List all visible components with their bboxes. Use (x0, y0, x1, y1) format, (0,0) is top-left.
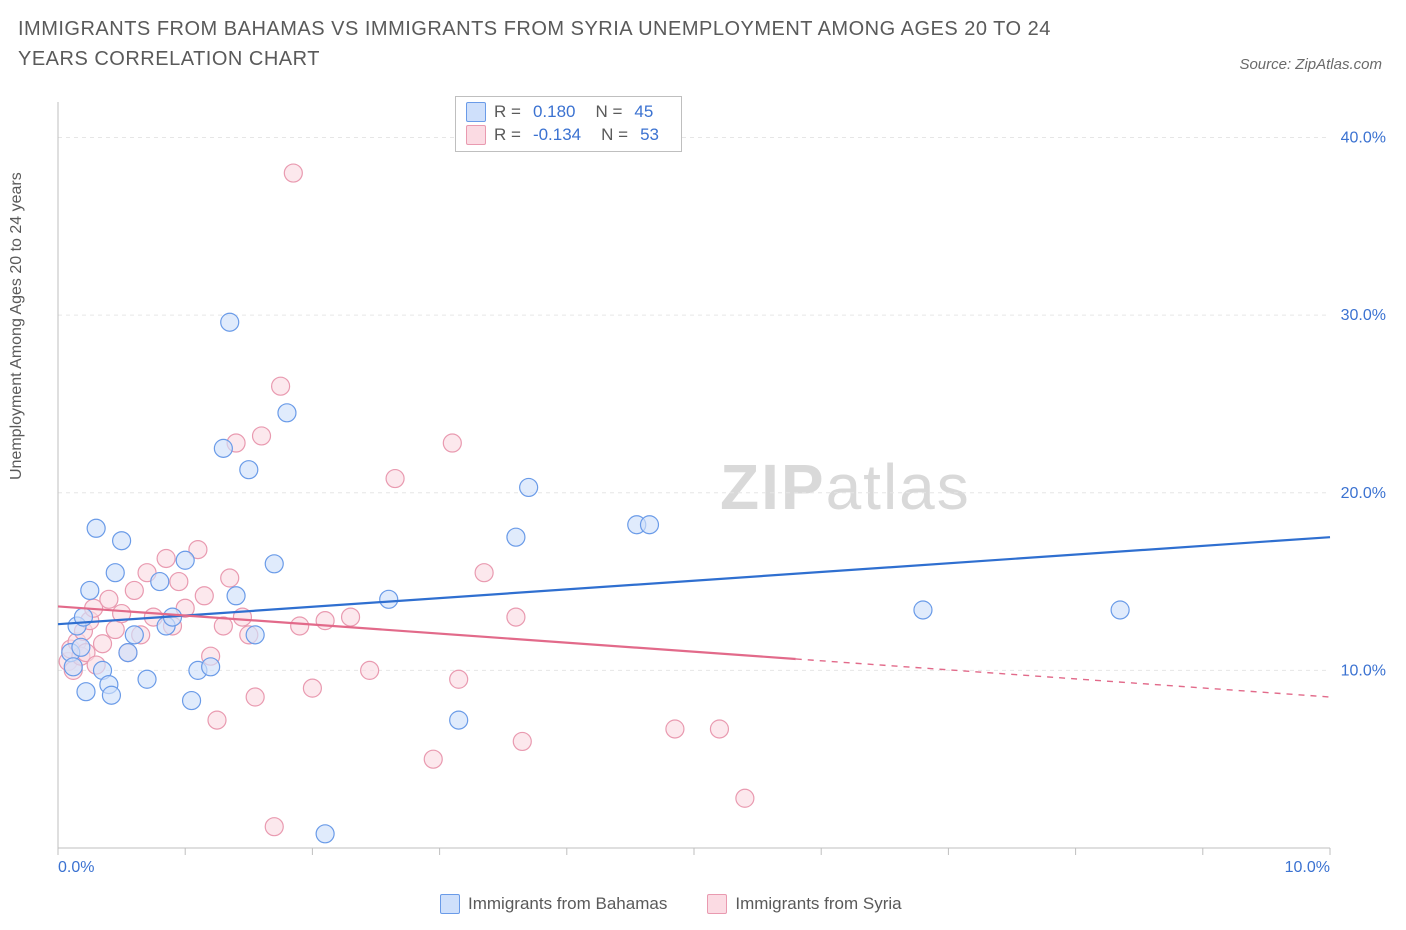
plot-area: 10.0% 20.0% 30.0% 40.0% 0.0% 10.0% (56, 98, 1390, 878)
legend-label-bahamas: Immigrants from Bahamas (468, 894, 667, 914)
chart-container: IMMIGRANTS FROM BAHAMAS VS IMMIGRANTS FR… (0, 0, 1406, 930)
r-value-syria: -0.134 (529, 124, 593, 147)
stats-row-bahamas: R = 0.180 N = 45 (466, 101, 671, 124)
legend-label-syria: Immigrants from Syria (735, 894, 901, 914)
series-legend: Immigrants from Bahamas Immigrants from … (440, 894, 902, 914)
r-label: R = (494, 101, 521, 124)
stats-legend: R = 0.180 N = 45 R = -0.134 N = 53 (455, 96, 682, 152)
svg-text:10.0%: 10.0% (1285, 859, 1330, 876)
svg-text:0.0%: 0.0% (58, 859, 94, 876)
n-label: N = (601, 124, 628, 147)
stats-row-syria: R = -0.134 N = 53 (466, 124, 671, 147)
svg-text:40.0%: 40.0% (1341, 130, 1386, 147)
chart-title: IMMIGRANTS FROM BAHAMAS VS IMMIGRANTS FR… (18, 14, 1118, 74)
legend-item-syria: Immigrants from Syria (707, 894, 901, 914)
svg-text:30.0%: 30.0% (1341, 307, 1386, 324)
source-attribution: Source: ZipAtlas.com (1239, 56, 1382, 73)
svg-text:10.0%: 10.0% (1341, 662, 1386, 679)
r-label: R = (494, 124, 521, 147)
n-value-syria: 53 (636, 124, 671, 147)
r-value-bahamas: 0.180 (529, 101, 588, 124)
swatch-syria (466, 125, 486, 145)
y-axis-label: Unemployment Among Ages 20 to 24 years (8, 172, 26, 480)
n-label: N = (595, 101, 622, 124)
legend-item-bahamas: Immigrants from Bahamas (440, 894, 667, 914)
swatch-bahamas (466, 102, 486, 122)
n-value-bahamas: 45 (630, 101, 665, 124)
swatch-bahamas-icon (440, 894, 460, 914)
svg-text:20.0%: 20.0% (1341, 485, 1386, 502)
swatch-syria-icon (707, 894, 727, 914)
scatter-svg: 10.0% 20.0% 30.0% 40.0% 0.0% 10.0% (56, 98, 1390, 878)
